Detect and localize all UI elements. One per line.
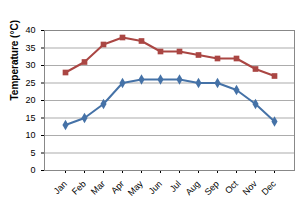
svg-text:Oct: Oct <box>223 178 240 195</box>
svg-text:Jul: Jul <box>168 179 183 194</box>
svg-text:15: 15 <box>25 113 35 123</box>
svg-text:May: May <box>126 178 145 197</box>
svg-text:25: 25 <box>25 78 35 88</box>
svg-text:Mar: Mar <box>89 179 107 197</box>
svg-text:10: 10 <box>25 130 35 140</box>
svg-text:Jun: Jun <box>147 179 164 196</box>
svg-text:Dec: Dec <box>260 178 279 197</box>
svg-text:Apr: Apr <box>109 179 126 196</box>
svg-text:Aug: Aug <box>184 179 202 197</box>
svg-text:35: 35 <box>25 43 35 53</box>
svg-text:5: 5 <box>30 148 35 158</box>
svg-text:Sep: Sep <box>203 179 221 197</box>
svg-text:Temperature (°C): Temperature (°C) <box>9 20 20 101</box>
html-text:Temp (max): Temp (max) <box>233 15 281 26</box>
svg-text:Nov: Nov <box>241 178 260 197</box>
svg-text:40: 40 <box>25 25 35 35</box>
html-text:Average temperature, Mandalay: Average temperature, Mandalay <box>22 3 203 17</box>
svg-text:20: 20 <box>25 95 35 105</box>
svg-text:Feb: Feb <box>70 179 88 197</box>
svg-text:0: 0 <box>30 165 35 175</box>
svg-text:Jan: Jan <box>52 179 69 196</box>
html-text:Temp (min): Temp (min) <box>233 2 278 13</box>
svg-text:30: 30 <box>25 60 35 70</box>
